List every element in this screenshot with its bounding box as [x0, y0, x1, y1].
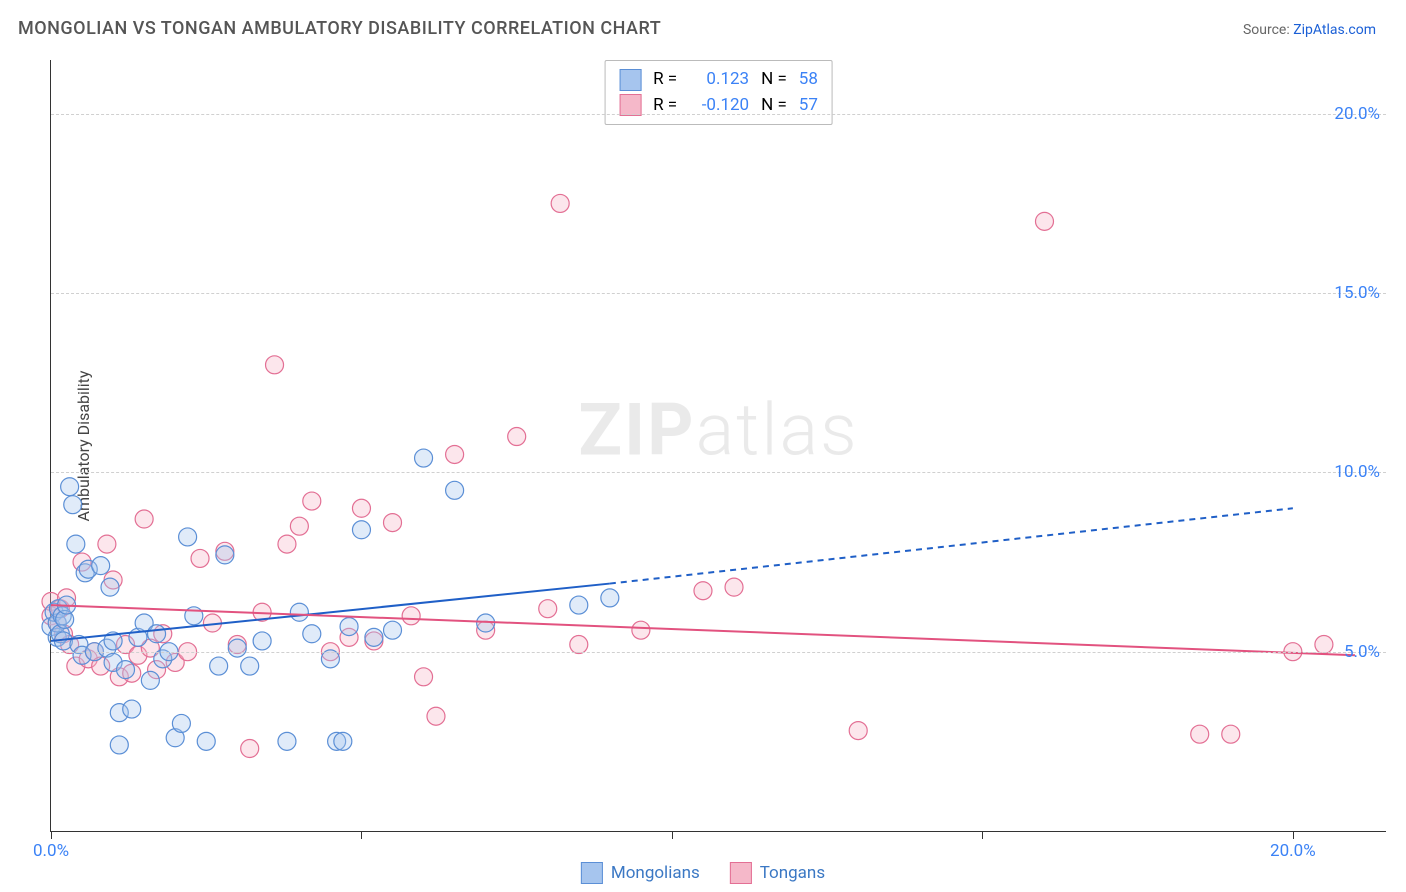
swatch-mongolians-icon — [581, 862, 603, 884]
swatch-tongans-icon — [730, 862, 752, 884]
source-attribution: Source: ZipAtlas.com — [1243, 22, 1376, 38]
r-row-mongolians: R = 0.123 N = 58 — [619, 67, 818, 93]
legend-item-tongans: Tongans — [730, 862, 825, 884]
n-value-mongolians: 58 — [799, 67, 818, 93]
scatter-svg — [51, 60, 1386, 831]
plot-area: ZIPatlas R = 0.123 N = 58 R = -0.120 N =… — [50, 60, 1386, 832]
source-link[interactable]: ZipAtlas.com — [1293, 22, 1376, 38]
chart-title: MONGOLIAN VS TONGAN AMBULATORY DISABILIT… — [18, 18, 661, 39]
r-value-mongolians: 0.123 — [689, 67, 749, 93]
chart-container: MONGOLIAN VS TONGAN AMBULATORY DISABILIT… — [0, 0, 1406, 892]
legend-item-mongolians: Mongolians — [581, 862, 700, 884]
correlation-info-box: R = 0.123 N = 58 R = -0.120 N = 57 — [604, 60, 833, 125]
swatch-mongolians-icon — [619, 69, 641, 91]
legend: Mongolians Tongans — [581, 862, 825, 884]
